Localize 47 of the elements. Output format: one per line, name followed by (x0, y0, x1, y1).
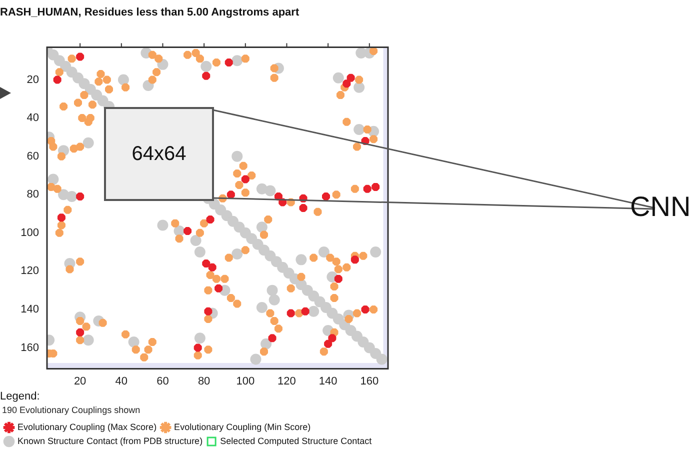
point (360, 136, 371, 146)
legend-label: Evolutionary Coupling (Max Score) (18, 422, 157, 432)
point (200, 70, 212, 82)
y-tick-label: 160 (20, 342, 39, 354)
x-tick-label: 60 (156, 375, 169, 388)
point (300, 306, 311, 317)
point (74, 51, 86, 62)
text: 190 Evolutionary Couplings shown (2, 404, 140, 415)
x-tick-label: 80 (198, 375, 210, 388)
point (345, 72, 356, 84)
y-tick-label: 120 (20, 265, 39, 278)
point (326, 332, 338, 344)
point (52, 74, 63, 86)
point (341, 78, 352, 90)
y-tick-label: 60 (26, 150, 39, 162)
x-tick-label: 140 (318, 375, 338, 388)
legend-label: Evolutionary Coupling (Min Score) (174, 422, 311, 432)
point (74, 326, 86, 338)
y-tick-label: 80 (26, 188, 39, 201)
x-tick-label: 20 (74, 375, 86, 388)
y-tick-label: 100 (20, 226, 39, 239)
y-tick-label: 20 (26, 74, 39, 86)
point (206, 262, 218, 273)
x-tick-label: 100 (236, 375, 255, 388)
point (213, 282, 224, 294)
point (285, 308, 296, 319)
chart-title: RASH_HUMAN, Residues less than 5.00 Angstroms apart (0, 6, 300, 19)
legend-label: Known Structure Contact (from PDB structure) (18, 436, 203, 446)
point (322, 338, 334, 350)
x-tick-label: 160 (360, 375, 379, 388)
point (240, 174, 251, 185)
y-tick-label: 140 (20, 303, 39, 316)
point (298, 202, 309, 214)
text: CNN (630, 191, 691, 223)
y-tick-label: 40 (26, 112, 39, 124)
point (362, 183, 373, 194)
point (349, 254, 360, 266)
point (56, 212, 67, 224)
x-tick-label: 40 (115, 375, 128, 388)
point (192, 342, 204, 354)
x-tick-label: 120 (278, 375, 296, 388)
point (332, 273, 344, 284)
legend-title: Legend: (0, 390, 40, 402)
annotation: 64x64 (105, 108, 213, 200)
legend-label: Selected Computed Structure Contact (220, 436, 372, 446)
point (202, 306, 214, 317)
point (266, 332, 278, 344)
